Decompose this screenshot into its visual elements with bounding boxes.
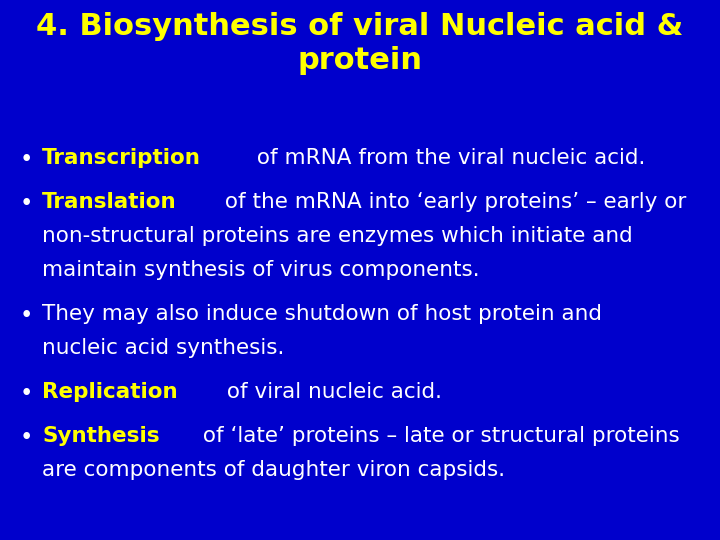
Text: of mRNA from the viral nucleic acid.: of mRNA from the viral nucleic acid. <box>250 148 645 168</box>
Text: •: • <box>20 304 33 327</box>
Text: Translation: Translation <box>42 192 176 212</box>
Text: 4. Biosynthesis of viral Nucleic acid &
protein: 4. Biosynthesis of viral Nucleic acid & … <box>37 12 683 75</box>
Text: are components of daughter viron capsids.: are components of daughter viron capsids… <box>42 460 505 480</box>
Text: Synthesis: Synthesis <box>42 426 160 446</box>
Text: •: • <box>20 192 33 215</box>
Text: •: • <box>20 426 33 449</box>
Text: maintain synthesis of virus components.: maintain synthesis of virus components. <box>42 260 480 280</box>
Text: They may also induce shutdown of host protein and: They may also induce shutdown of host pr… <box>42 304 602 324</box>
Text: of ‘late’ proteins – late or structural proteins: of ‘late’ proteins – late or structural … <box>197 426 680 446</box>
Text: Transcription: Transcription <box>42 148 201 168</box>
Text: •: • <box>20 382 33 405</box>
Text: •: • <box>20 148 33 171</box>
Text: Replication: Replication <box>42 382 178 402</box>
Text: nucleic acid synthesis.: nucleic acid synthesis. <box>42 338 284 358</box>
Text: of the mRNA into ‘early proteins’ – early or: of the mRNA into ‘early proteins’ – earl… <box>218 192 687 212</box>
Text: of viral nucleic acid.: of viral nucleic acid. <box>220 382 441 402</box>
Text: non-structural proteins are enzymes which initiate and: non-structural proteins are enzymes whic… <box>42 226 633 246</box>
